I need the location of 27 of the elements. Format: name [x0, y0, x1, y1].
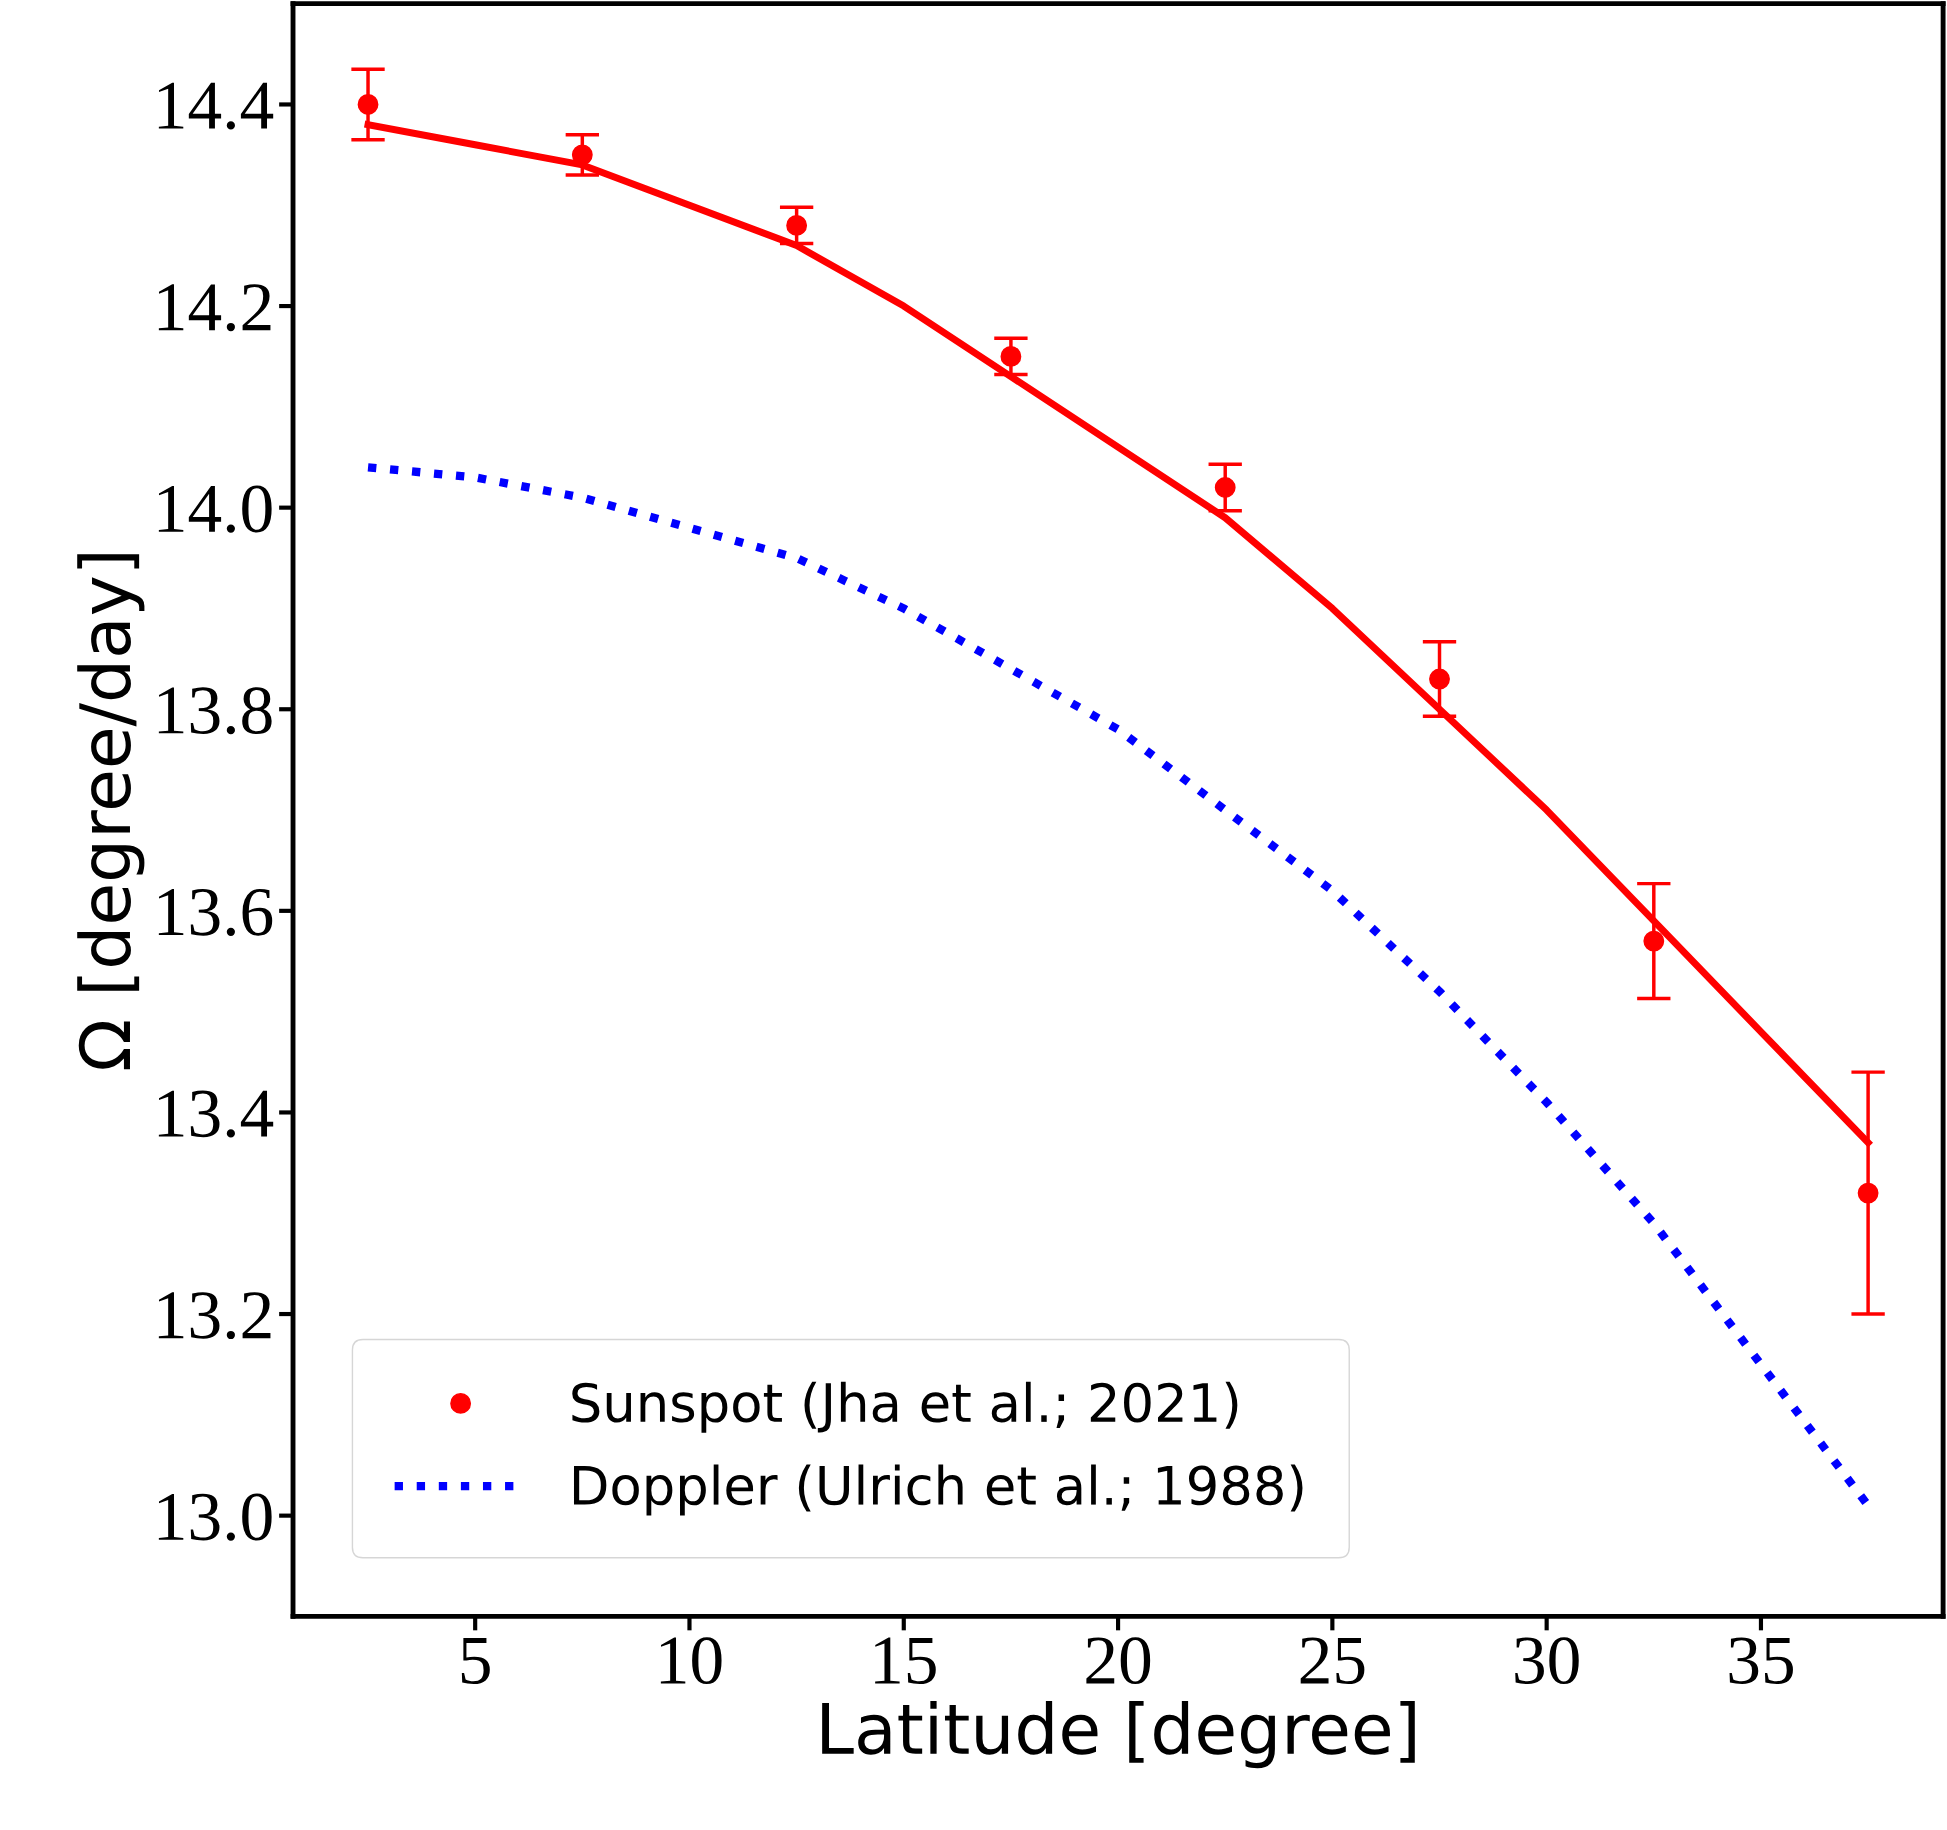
y-tick-label: 14.2	[158, 284, 271, 332]
point	[1857, 1182, 1879, 1204]
y-tick-label: 13.2	[158, 1292, 271, 1340]
point	[357, 94, 379, 115]
y-tick-label: 13.0	[158, 1493, 272, 1541]
point	[1000, 346, 1022, 367]
point	[1214, 477, 1236, 498]
x-tick-label: 5	[461, 1637, 490, 1685]
legend-label: Doppler (Ulrich et al.; 1988)	[573, 1464, 1303, 1516]
point	[1643, 930, 1665, 952]
y-axis-title: Ω [degree/day]	[77, 554, 145, 1070]
legend-label: Sunspot (Jha et al.; 2021)	[572, 1381, 1238, 1433]
x-tick-label: 15	[875, 1637, 936, 1685]
y-tick-label: 14.0	[158, 485, 272, 533]
point	[571, 144, 593, 166]
x-axis-title: Latitude [degree]	[822, 1700, 1415, 1769]
x-tick-label: 35	[1729, 1637, 1793, 1685]
x-tick-label: 10	[660, 1637, 722, 1685]
x-tick-label: 30	[1515, 1637, 1579, 1685]
point	[786, 214, 808, 236]
x-tick-label: 25	[1300, 1637, 1365, 1685]
y-tick-label: 14.4	[158, 82, 274, 130]
point	[1429, 668, 1450, 690]
y-tick-label: 13.4	[158, 1090, 274, 1138]
y-tick-label: 13.8	[158, 687, 272, 735]
y-tick-label: 13.6	[158, 888, 273, 936]
x-tick-label: 20	[1086, 1637, 1151, 1685]
